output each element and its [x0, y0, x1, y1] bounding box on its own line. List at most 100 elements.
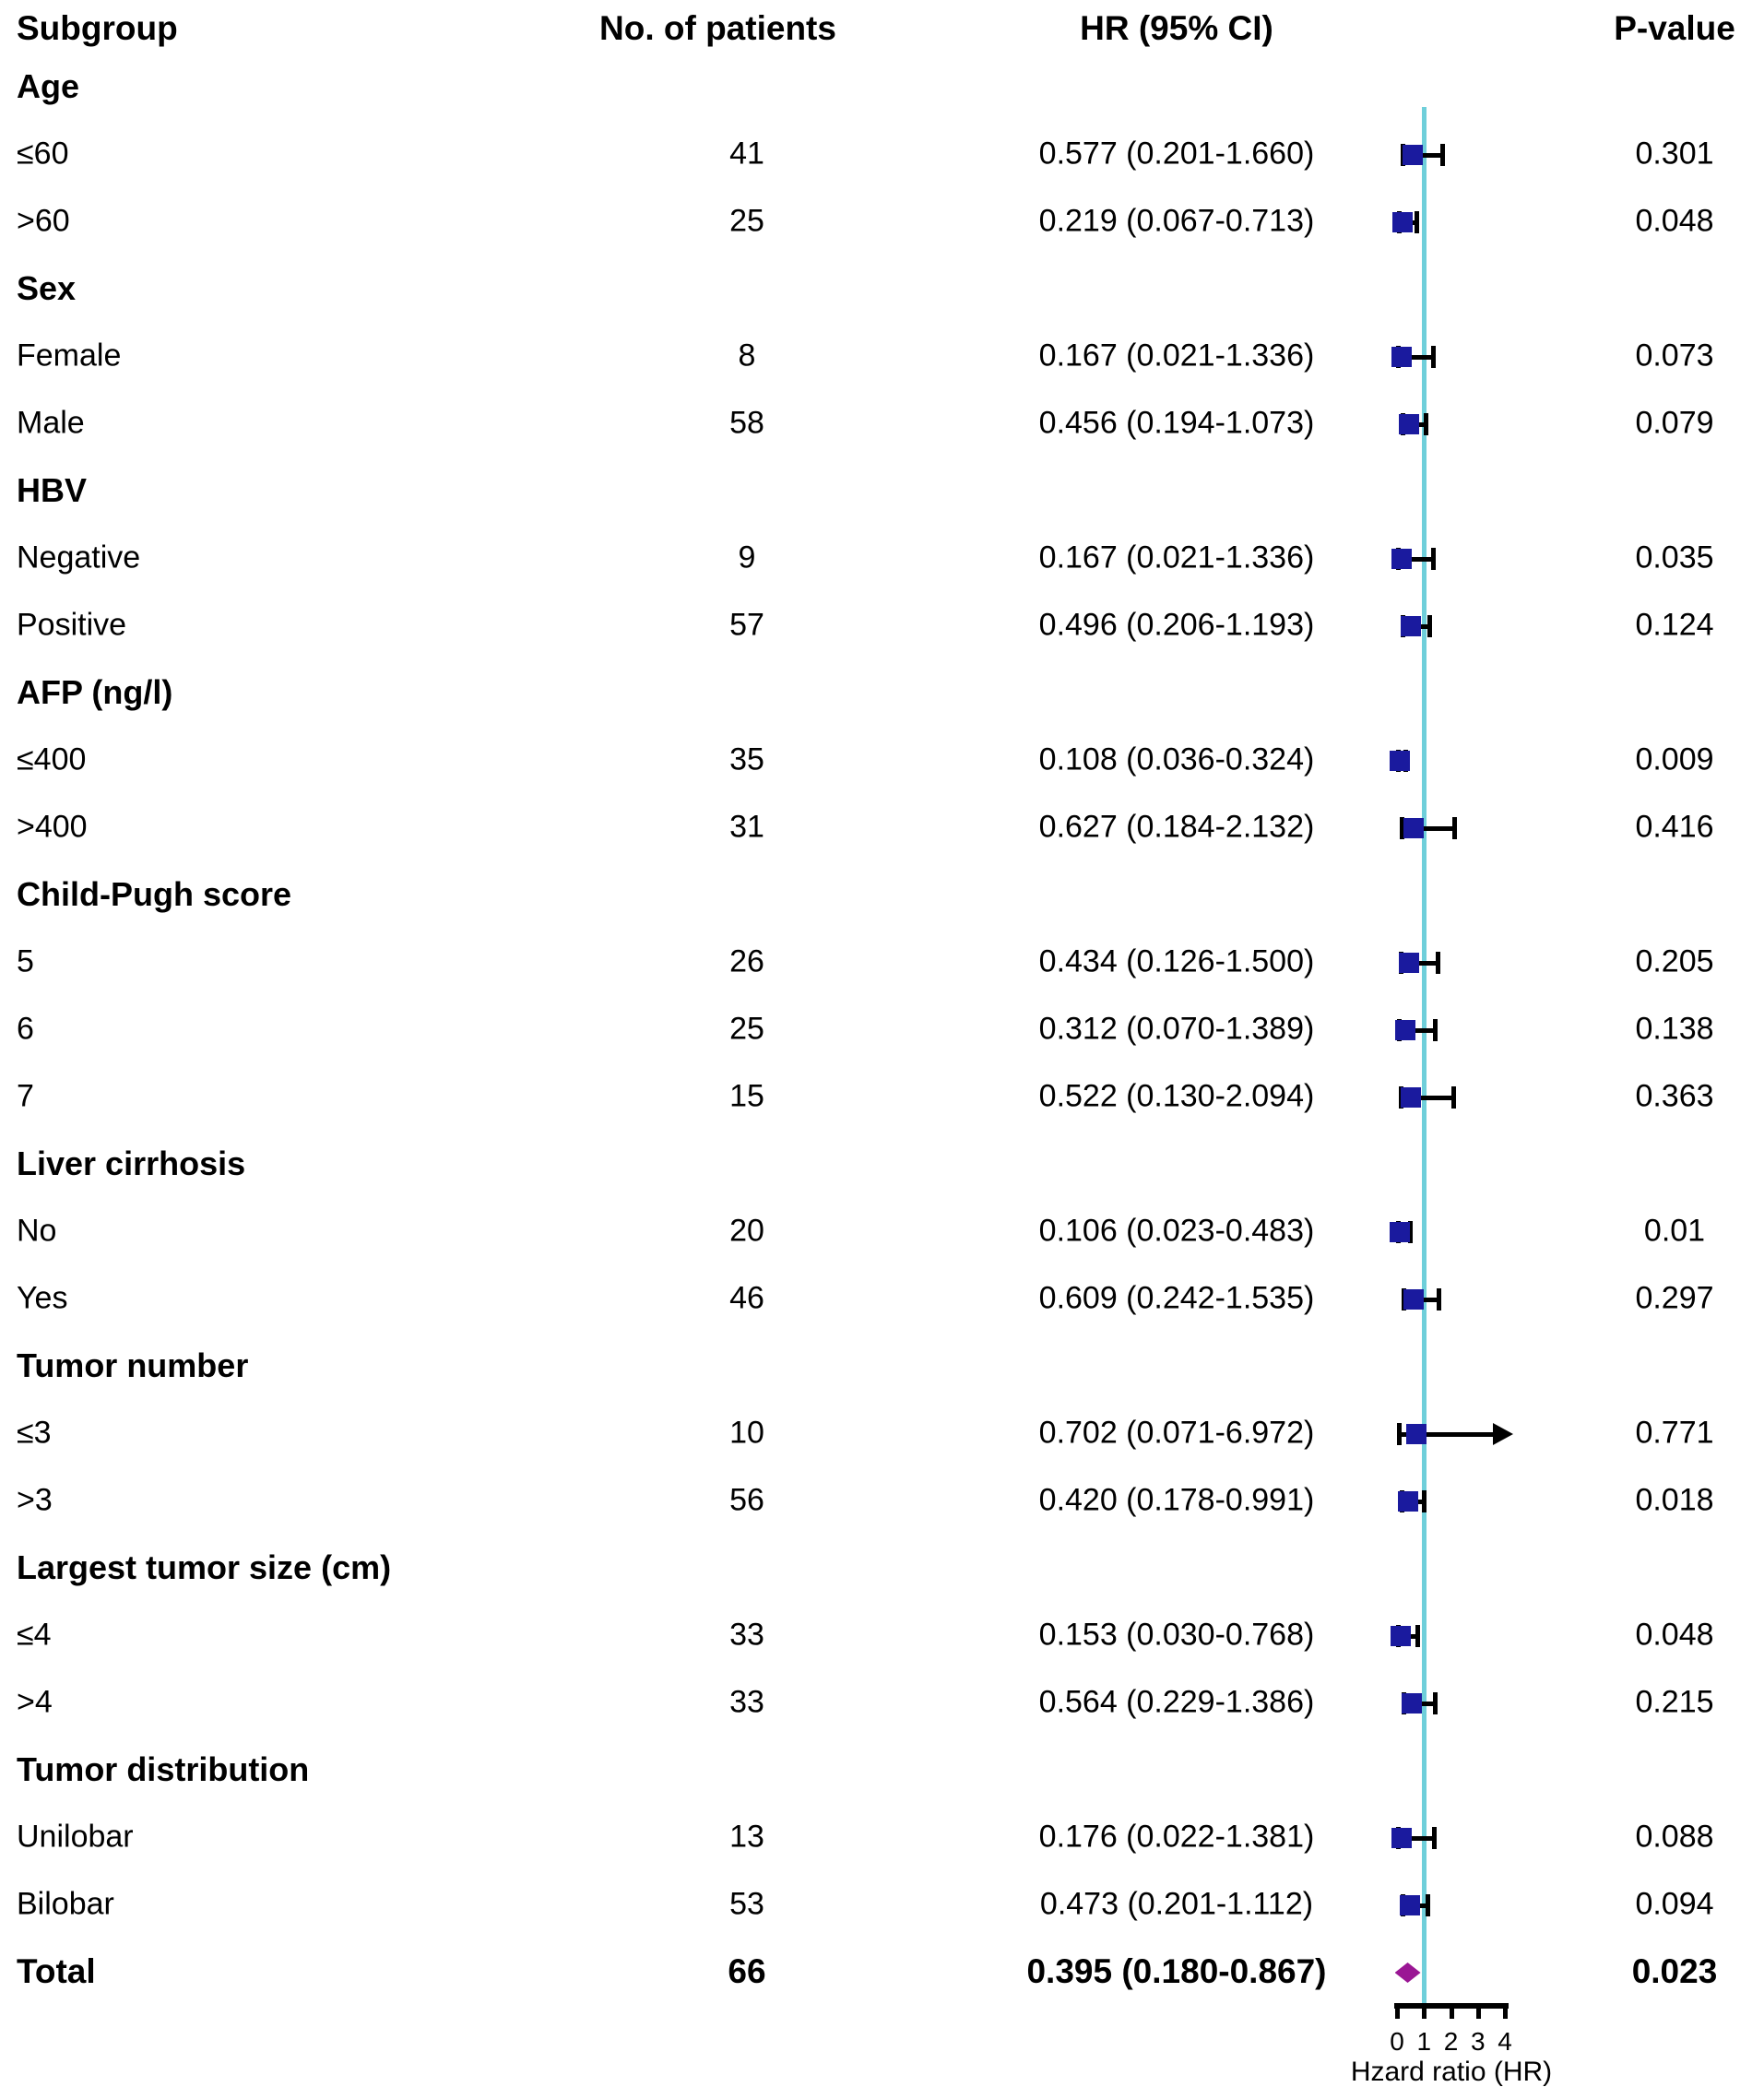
cell-pvalue: 0.009	[1635, 741, 1714, 777]
row-label: >400	[17, 809, 88, 845]
ci-cap-right	[1451, 1086, 1457, 1109]
ci-cap-right	[1439, 144, 1445, 166]
row-label: ≤400	[17, 741, 87, 777]
cell-hr-ci: 0.167 (0.021-1.336)	[1038, 540, 1315, 575]
row-label: >3	[17, 1482, 53, 1518]
ci-line	[1397, 1836, 1435, 1841]
ci-cap-right	[1432, 1692, 1438, 1714]
ci-cap-right	[1436, 1288, 1441, 1310]
cell-pvalue: 0.138	[1635, 1011, 1714, 1047]
row-label: Positive	[17, 607, 127, 643]
row-label: Negative	[17, 540, 141, 575]
hr-square-marker	[1403, 1289, 1424, 1310]
row-label: No	[17, 1213, 57, 1249]
cell-pvalue: 0.301	[1635, 136, 1714, 172]
cell-hr-ci: 0.702 (0.071-6.972)	[1038, 1415, 1315, 1451]
cell-hr-ci: 0.609 (0.242-1.535)	[1038, 1280, 1315, 1316]
ci-cap-right	[1432, 1019, 1438, 1041]
cell-hr-ci: 0.108 (0.036-0.324)	[1038, 741, 1315, 777]
column-header-patients: No. of patients	[599, 9, 836, 47]
ci-cap-right	[1427, 615, 1432, 637]
ci-line	[1400, 1096, 1454, 1100]
row-label: Age	[17, 67, 80, 106]
hr-square-marker	[1402, 145, 1423, 165]
column-header-hr: HR (95% CI)	[1080, 9, 1273, 47]
x-axis-title: Hzard ratio (HR)	[1350, 2057, 1553, 2087]
ci-line	[1399, 1432, 1506, 1437]
ci-cap-right	[1432, 1827, 1438, 1849]
hr-square-marker	[1391, 1626, 1412, 1646]
row-label: 5	[17, 943, 34, 979]
cell-patient-count: 66	[728, 1952, 766, 1991]
cell-hr-ci: 0.420 (0.178-0.991)	[1038, 1482, 1315, 1518]
x-axis-tick-label: 3	[1470, 2027, 1486, 2056]
row-label: Sex	[17, 269, 77, 308]
reference-line-hr1	[1422, 107, 1427, 2006]
cell-pvalue: 0.048	[1635, 203, 1714, 239]
cell-hr-ci: 0.219 (0.067-0.713)	[1038, 203, 1315, 239]
cell-pvalue: 0.124	[1635, 607, 1714, 643]
row-label: Male	[17, 405, 85, 441]
ci-arrow-right	[1493, 1423, 1513, 1445]
cell-pvalue: 0.094	[1635, 1886, 1714, 1922]
cell-patient-count: 41	[729, 136, 764, 172]
ci-cap-right	[1435, 952, 1440, 974]
hr-square-marker	[1398, 953, 1419, 973]
column-header-pvalue: P-value	[1614, 9, 1735, 47]
hr-square-marker	[1398, 1491, 1419, 1512]
ci-cap-right	[1431, 548, 1437, 570]
row-label: HBV	[17, 471, 88, 510]
cell-patient-count: 31	[729, 809, 764, 845]
x-axis-tick-label: 0	[1390, 2027, 1404, 2056]
row-label: ≤4	[17, 1617, 52, 1653]
cell-patient-count: 20	[729, 1213, 764, 1249]
hr-square-marker	[1402, 1693, 1423, 1714]
cell-patient-count: 25	[729, 1011, 764, 1047]
row-label: Total	[17, 1952, 96, 1991]
ci-line	[1397, 355, 1434, 360]
column-header-subgroup: Subgroup	[17, 9, 178, 47]
row-label: Tumor number	[17, 1346, 249, 1385]
cell-pvalue: 0.01	[1643, 1213, 1706, 1249]
cell-patient-count: 8	[738, 338, 756, 374]
cell-pvalue: 0.018	[1635, 1482, 1714, 1518]
ci-cap-left	[1400, 817, 1405, 839]
cell-hr-ci: 0.627 (0.184-2.132)	[1038, 809, 1315, 845]
ci-line	[1397, 557, 1434, 562]
cell-pvalue: 0.073	[1635, 338, 1714, 374]
row-label: 6	[17, 1011, 34, 1047]
cell-hr-ci: 0.395 (0.180-0.867)	[1026, 1952, 1327, 1991]
cell-pvalue: 0.416	[1635, 809, 1714, 845]
cell-hr-ci: 0.577 (0.201-1.660)	[1038, 136, 1315, 172]
cell-patient-count: 53	[729, 1886, 764, 1922]
cell-hr-ci: 0.106 (0.023-0.483)	[1038, 1213, 1315, 1249]
hr-square-marker	[1403, 818, 1425, 838]
row-label: >60	[17, 203, 70, 239]
row-label: Female	[17, 338, 122, 374]
ci-cap-right	[1431, 346, 1437, 368]
hr-square-marker	[1400, 616, 1421, 636]
total-diamond-marker	[1394, 1963, 1421, 1983]
cell-patient-count: 57	[729, 607, 764, 643]
cell-patient-count: 46	[729, 1280, 764, 1316]
hr-square-marker	[1391, 1828, 1413, 1848]
ci-cap-right	[1424, 413, 1429, 435]
row-label: 7	[17, 1078, 34, 1114]
hr-square-marker	[1395, 1020, 1416, 1040]
x-axis-tick	[1475, 2003, 1481, 2019]
cell-patient-count: 10	[729, 1415, 764, 1451]
ci-cap-left	[1397, 1423, 1403, 1445]
row-label: ≤3	[17, 1415, 52, 1451]
hr-square-marker	[1405, 1424, 1427, 1444]
ci-line	[1399, 1028, 1435, 1033]
cell-pvalue: 0.771	[1635, 1415, 1714, 1451]
ci-line	[1402, 826, 1455, 831]
x-axis-tick	[1395, 2003, 1400, 2019]
hr-square-marker	[1390, 1222, 1411, 1242]
row-label: Child-Pugh score	[17, 875, 292, 914]
cell-hr-ci: 0.176 (0.022-1.381)	[1038, 1819, 1315, 1855]
cell-patient-count: 33	[729, 1617, 764, 1653]
hr-square-marker	[1391, 347, 1412, 367]
cell-pvalue: 0.088	[1635, 1819, 1714, 1855]
row-label: Tumor distribution	[17, 1750, 310, 1789]
